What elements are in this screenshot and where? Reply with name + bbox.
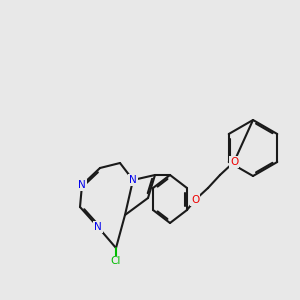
Text: O: O: [191, 195, 199, 205]
Text: N: N: [94, 222, 102, 232]
Text: N: N: [78, 180, 86, 190]
Text: N: N: [129, 175, 137, 185]
Text: O: O: [230, 157, 238, 167]
Text: Cl: Cl: [111, 256, 121, 266]
